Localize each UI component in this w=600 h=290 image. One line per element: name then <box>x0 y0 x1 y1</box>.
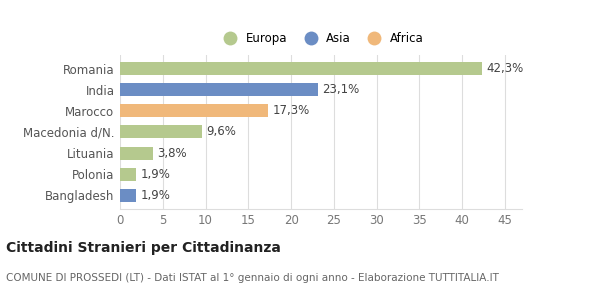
Bar <box>120 146 152 160</box>
Bar <box>120 189 136 202</box>
Bar <box>120 104 268 117</box>
Text: 17,3%: 17,3% <box>272 104 310 117</box>
Text: 1,9%: 1,9% <box>140 168 170 181</box>
Bar <box>120 83 317 96</box>
Bar <box>120 62 482 75</box>
Bar <box>120 168 136 181</box>
Text: 42,3%: 42,3% <box>486 62 523 75</box>
Text: 3,8%: 3,8% <box>157 146 187 160</box>
Bar <box>120 125 202 139</box>
Legend: Europa, Asia, Africa: Europa, Asia, Africa <box>214 27 428 50</box>
Text: 9,6%: 9,6% <box>206 126 236 138</box>
Text: Cittadini Stranieri per Cittadinanza: Cittadini Stranieri per Cittadinanza <box>6 241 281 255</box>
Text: 23,1%: 23,1% <box>322 83 359 96</box>
Text: COMUNE DI PROSSEDI (LT) - Dati ISTAT al 1° gennaio di ogni anno - Elaborazione T: COMUNE DI PROSSEDI (LT) - Dati ISTAT al … <box>6 273 499 283</box>
Text: 1,9%: 1,9% <box>140 189 170 202</box>
